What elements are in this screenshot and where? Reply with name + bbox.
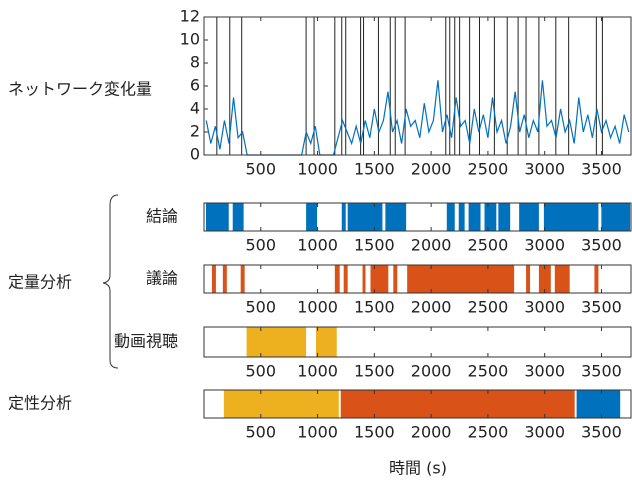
axes-box	[203, 326, 632, 358]
y-tick-label: 0	[190, 145, 200, 164]
panel-label: 議論	[146, 269, 178, 288]
x-tick-label: 2000	[411, 423, 452, 442]
axes-box	[203, 389, 632, 419]
x-tick-label: 500	[246, 236, 277, 255]
brace	[102, 194, 119, 369]
x-tick-label: 500	[246, 160, 277, 179]
axes-box	[203, 16, 632, 156]
segment	[526, 265, 531, 293]
segment	[385, 203, 407, 231]
x-tick-label: 3500	[581, 298, 622, 317]
x-tick-label: 1000	[297, 298, 338, 317]
segment	[232, 203, 244, 231]
x-tick-label: 2500	[468, 236, 509, 255]
segment	[211, 265, 216, 293]
segment	[458, 203, 465, 231]
segment	[468, 203, 481, 231]
segment	[554, 265, 570, 293]
x-tick-label: 3000	[524, 236, 565, 255]
x-tick-label: 3500	[581, 160, 622, 179]
segment	[370, 265, 389, 293]
segment	[576, 390, 621, 418]
segment	[222, 265, 227, 293]
x-tick-label: 3000	[524, 160, 565, 179]
y-tick-label: 10	[180, 30, 200, 49]
segment	[240, 265, 245, 293]
segment	[519, 203, 539, 231]
segment	[446, 203, 455, 231]
group-label: 定量分析	[8, 273, 72, 292]
x-tick-label: 2000	[411, 298, 452, 317]
y-tick-label: 2	[190, 122, 200, 141]
segment	[340, 390, 575, 418]
x-tick-label: 1500	[354, 423, 395, 442]
x-tick-label: 1000	[297, 236, 338, 255]
y-tick-label: 4	[190, 99, 200, 118]
segment	[315, 327, 337, 357]
y-tick-label: 8	[190, 53, 200, 72]
x-tick-label: 3500	[581, 362, 622, 381]
x-tick-label: 2000	[411, 362, 452, 381]
x-tick-label: 3000	[524, 362, 565, 381]
axes-box	[203, 264, 632, 294]
x-tick-label: 3500	[581, 423, 622, 442]
x-tick-label: 500	[246, 423, 277, 442]
segment	[484, 203, 497, 231]
x-tick-label: 1000	[297, 160, 338, 179]
x-tick-label: 2500	[468, 362, 509, 381]
x-tick-label: 3000	[524, 298, 565, 317]
segment	[543, 203, 599, 231]
data-line	[205, 80, 630, 156]
x-tick-label: 500	[246, 362, 277, 381]
segment	[343, 265, 348, 293]
segment	[205, 203, 229, 231]
panel-label: 動画視聴	[114, 332, 178, 351]
x-tick-label: 1500	[354, 362, 395, 381]
segment	[362, 265, 366, 293]
x-tick-label: 1000	[297, 423, 338, 442]
axes-box	[203, 202, 632, 232]
segment	[407, 265, 515, 293]
segment	[601, 203, 631, 231]
segment	[347, 203, 383, 231]
x-tick-label: 1500	[354, 298, 395, 317]
x-tick-label: 3500	[581, 236, 622, 255]
segment	[393, 265, 398, 293]
x-tick-label: 2500	[468, 160, 509, 179]
y-tick-label: 12	[180, 7, 200, 26]
panel-label: 結論	[146, 207, 178, 226]
x-tick-label: 2500	[468, 423, 509, 442]
panel-label: ネットワーク変化量	[8, 80, 152, 99]
y-tick-label: 6	[190, 76, 200, 95]
x-tick-label: 2500	[468, 298, 509, 317]
x-tick-label: 500	[246, 298, 277, 317]
segment	[334, 265, 340, 293]
segment	[498, 203, 511, 231]
x-tick-label: 2000	[411, 236, 452, 255]
x-axis-label: 時間 (s)	[389, 459, 447, 478]
panel-label: 定性分析	[8, 394, 72, 413]
x-tick-label: 1000	[297, 362, 338, 381]
segment	[594, 265, 599, 293]
segment	[246, 327, 307, 357]
segment	[223, 390, 339, 418]
x-tick-label: 1500	[354, 160, 395, 179]
segment	[306, 203, 317, 231]
x-tick-label: 3000	[524, 423, 565, 442]
x-tick-label: 1500	[354, 236, 395, 255]
x-tick-label: 2000	[411, 160, 452, 179]
segment	[341, 203, 346, 231]
segment	[538, 265, 551, 293]
